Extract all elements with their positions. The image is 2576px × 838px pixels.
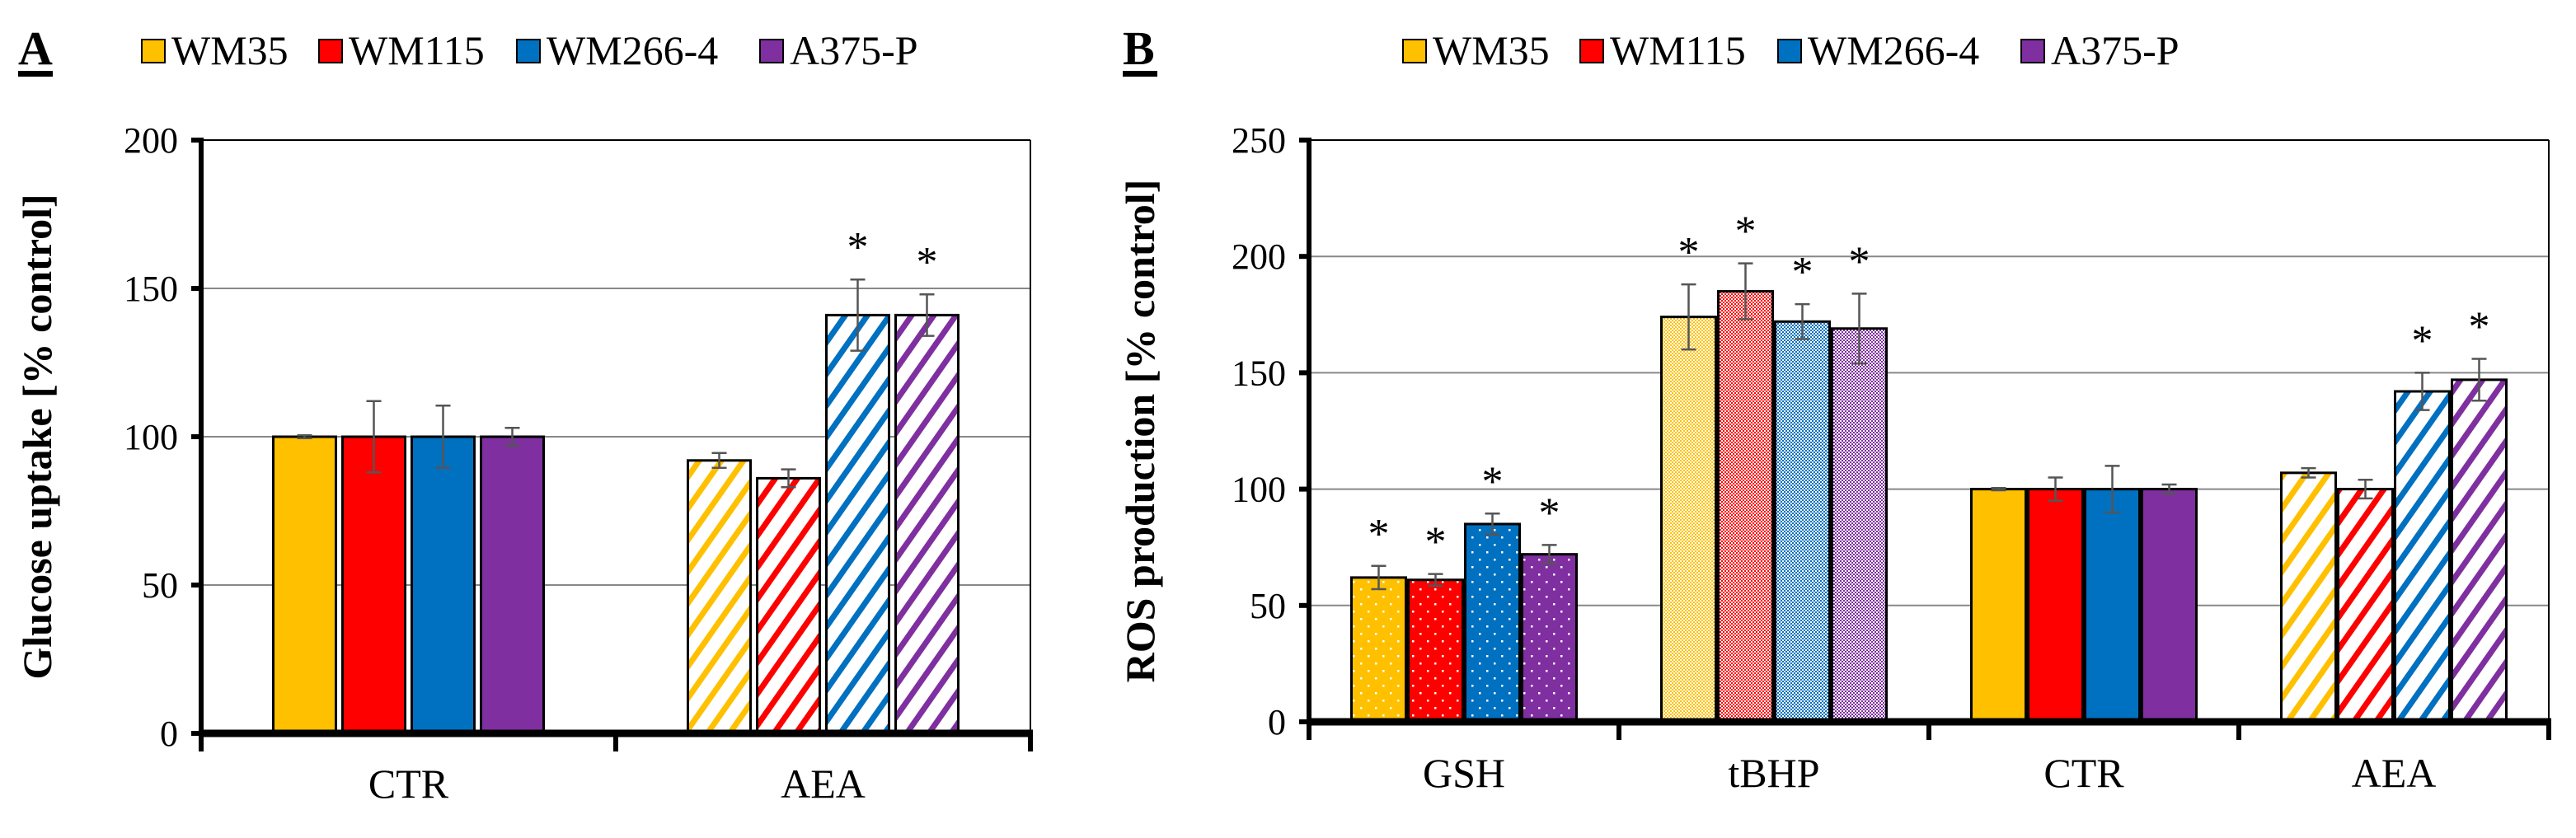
bar-CTR-WM115 [341,435,406,735]
bar-AEA-WM115 [2337,488,2394,723]
bar-AEA-A375-P [894,313,960,735]
y-tick-label: 150 [1232,353,1286,393]
bar-tBHP-WM35 [1660,316,1717,723]
legend-label: WM35 [1433,27,1550,73]
bar-AEA-WM35 [2280,471,2337,723]
y-tick-label: 200 [124,120,178,161]
x-category-label: CTR [368,761,449,807]
significance-star: * [1368,511,1390,558]
legend-swatch [759,39,784,63]
y-tick-label: 100 [124,417,178,457]
y-tick-label: 250 [1232,120,1286,161]
legend-label: WM266-4 [547,27,718,73]
bar-CTR-WM35 [1970,488,2027,723]
bar-tBHP-A375-P [1831,327,1888,723]
legend-swatch [2020,39,2045,63]
x-category-label: CTR [2043,750,2124,796]
bar-CTR-WM115 [2027,488,2084,723]
bar-GSH-WM35 [1350,576,1407,723]
significance-star: * [1735,208,1757,255]
x-category-label: tBHP [1728,750,1819,796]
significance-star: * [2412,317,2433,364]
significance-star: * [1425,519,1447,566]
panel-letter-underline [18,71,53,77]
bar-AEA-WM35 [687,459,752,735]
y-tick-label: 200 [1232,236,1286,277]
bar-CTR-WM266-4 [411,435,476,735]
significance-star: * [1482,458,1504,505]
legend-swatch [141,39,166,63]
legend-label: WM266-4 [1808,27,1979,73]
legend-swatch [1777,39,1802,63]
bar-AEA-A375-P [2451,378,2508,723]
legend-label: WM115 [349,27,485,73]
y-axis-title: Glucose uptake [% control] [14,194,60,679]
significance-star: * [1539,489,1560,536]
legend-swatch [516,39,541,63]
panel-B: B WM35 WM115 WM266-4 A375-P 0 50 100 150 200 250 RO… [1117,21,2551,796]
panel-letter: A [18,21,53,75]
bar-CTR-WM35 [272,435,337,735]
y-tick-label: 0 [160,714,178,754]
significance-star: * [1678,229,1700,276]
legend-label: A375-P [2051,27,2180,73]
panel-letter: B [1123,21,1155,75]
legend-label: A375-P [790,27,918,73]
bar-CTR-WM266-4 [2084,488,2141,723]
significance-star: * [917,239,938,286]
significance-star: * [2469,303,2490,350]
y-tick-label: 150 [124,269,178,309]
legend-label: WM115 [1610,27,1746,73]
panel-letter-underline [1123,71,1157,77]
y-axis-title: ROS production [% control] [1117,180,1163,683]
legend-swatch [1579,39,1604,63]
y-tick-label: 100 [1232,470,1286,510]
y-tick-label: 50 [142,565,178,606]
legend-label: WM35 [171,27,289,73]
bar-GSH-WM115 [1407,578,1464,723]
bar-CTR-A375-P [480,435,545,735]
legend-swatch [1402,39,1427,63]
panel-A: A WM35 WM115 WM266-4 A375-P 0 50 100 150 200 Gluco… [14,21,1033,807]
bar-AEA-WM266-4 [825,313,890,735]
significance-star: * [1849,238,1870,285]
bar-tBHP-WM115 [1717,290,1774,723]
bar-GSH-A375-P [1521,553,1578,723]
x-category-label: AEA [2352,750,2437,796]
y-tick-label: 0 [1268,702,1286,742]
x-category-label: AEA [781,761,866,807]
significance-star: * [847,224,869,271]
bar-CTR-A375-P [2141,488,2198,723]
bar-AEA-WM266-4 [2394,390,2451,723]
bar-AEA-WM115 [756,476,821,735]
legend-swatch [318,39,343,63]
bar-tBHP-WM266-4 [1774,320,1831,723]
significance-star: * [1792,249,1814,296]
x-category-label: GSH [1423,750,1505,796]
y-tick-label: 50 [1250,586,1286,626]
bar-GSH-WM266-4 [1464,522,1521,723]
